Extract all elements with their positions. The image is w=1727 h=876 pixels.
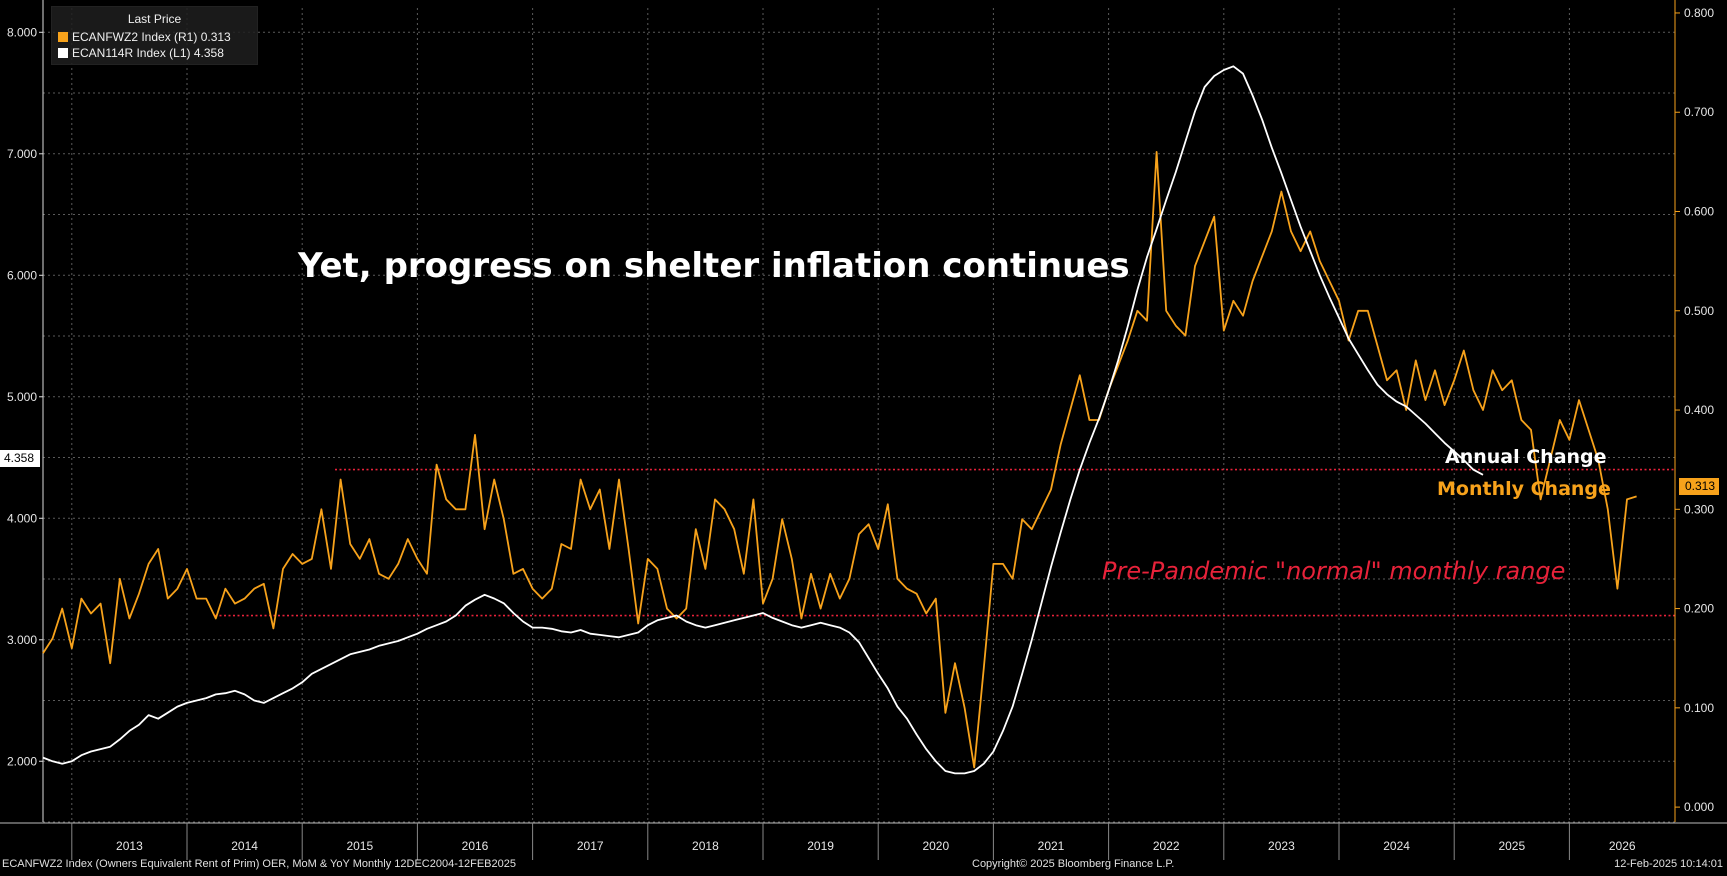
year-label: 2024 bbox=[1383, 839, 1410, 853]
left-tick-label: 8.000 bbox=[7, 25, 37, 39]
right-tick-label: 0.400 bbox=[1684, 403, 1714, 417]
left-tick-label: 7.000 bbox=[7, 147, 37, 161]
year-label: 2014 bbox=[231, 839, 258, 853]
year-label: 2026 bbox=[1609, 839, 1636, 853]
annual-change-line bbox=[42, 65, 1484, 775]
year-label: 2022 bbox=[1153, 839, 1180, 853]
right-tick-label: 0.200 bbox=[1684, 602, 1714, 616]
footer-timestamp: 12-Feb-2025 10:14:01 bbox=[1614, 858, 1723, 870]
right-tick-label: 0.800 bbox=[1684, 6, 1714, 20]
tick-labels: 2.000 3.000 4.000 5.000 6.000 7.000 8.000 0.000… bbox=[7, 6, 1714, 853]
year-label: 2015 bbox=[346, 839, 373, 853]
legend-title: Last Price bbox=[127, 12, 182, 26]
legend: Last Price ECANFWZ2 Index (R1) 0.313 ECA… bbox=[51, 6, 258, 65]
legend-entry-monthly: ECANFWZ2 Index (R1) 0.313 bbox=[58, 30, 231, 44]
legend-label-annual: ECAN114R Index (L1) 4.358 bbox=[72, 46, 224, 60]
chart-title: Yet, progress on shelter inflation conti… bbox=[298, 246, 1130, 286]
prepandemic-range-label: Pre-Pandemic "normal" monthly range bbox=[1102, 557, 1566, 585]
left-tick-label: 5.000 bbox=[7, 390, 37, 404]
legend-entry-annual: ECAN114R Index (L1) 4.358 bbox=[58, 46, 224, 60]
monthly-change-line bbox=[42, 150, 1637, 769]
year-label: 2021 bbox=[1038, 839, 1065, 853]
right-tick-label: 0.600 bbox=[1684, 205, 1714, 219]
annual-change-label: Annual Change bbox=[1445, 446, 1607, 468]
legend-label-monthly: ECANFWZ2 Index (R1) 0.313 bbox=[72, 30, 231, 44]
footer-description: ECANFWZ2 Index (Owners Equivalent Rent o… bbox=[2, 858, 516, 870]
right-tick-label: 0.000 bbox=[1684, 800, 1714, 814]
left-tick-label: 4.000 bbox=[7, 511, 37, 525]
year-label: 2013 bbox=[116, 839, 143, 853]
last-price-right-badge: 0.313 bbox=[1679, 478, 1720, 495]
legend-swatch-monthly bbox=[58, 32, 68, 42]
year-label: 2016 bbox=[462, 839, 489, 853]
footer-copyright: Copyright© 2025 Bloomberg Finance L.P. bbox=[972, 858, 1175, 870]
year-label: 2017 bbox=[577, 839, 604, 853]
grid bbox=[43, 8, 1675, 823]
right-tick-label: 0.500 bbox=[1684, 304, 1714, 318]
legend-swatch-annual bbox=[58, 48, 68, 58]
year-label: 2025 bbox=[1498, 839, 1525, 853]
left-tick-label: 2.000 bbox=[7, 754, 37, 768]
monthly-change-label: Monthly Change bbox=[1437, 478, 1611, 500]
right-tick-label: 0.300 bbox=[1684, 502, 1714, 516]
series bbox=[42, 65, 1637, 775]
left-tick-label: 3.000 bbox=[7, 633, 37, 647]
last-price-left-badge: 4.358 bbox=[0, 450, 41, 467]
year-label: 2018 bbox=[692, 839, 719, 853]
year-label: 2023 bbox=[1268, 839, 1295, 853]
year-label: 2020 bbox=[922, 839, 949, 853]
right-tick-label: 0.100 bbox=[1684, 701, 1714, 715]
left-tick-label: 6.000 bbox=[7, 268, 37, 282]
right-tick-label: 0.700 bbox=[1684, 105, 1714, 119]
year-label: 2019 bbox=[807, 839, 834, 853]
reference-lines bbox=[215, 468, 1675, 617]
